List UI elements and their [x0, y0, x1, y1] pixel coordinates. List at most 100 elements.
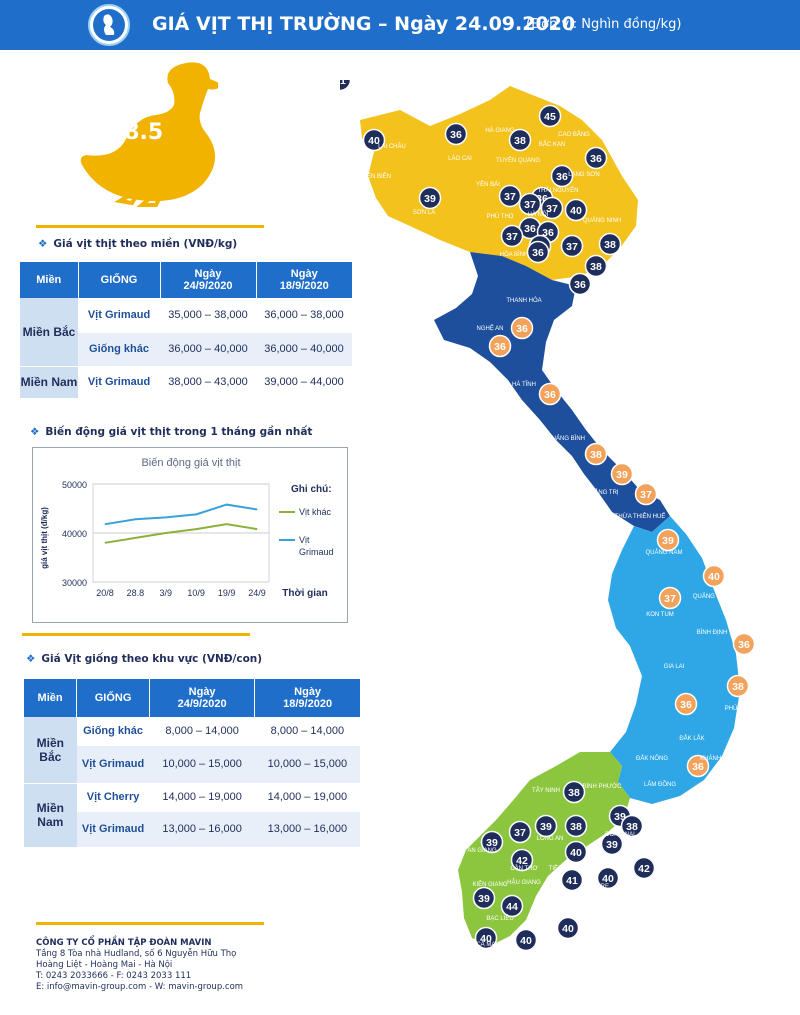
mavin-logo-icon — [88, 4, 130, 46]
divider — [36, 922, 264, 925]
price-marker — [362, 128, 386, 152]
x-tick-label: 24/9 — [248, 588, 266, 598]
price-marker-label: 40 — [368, 135, 380, 147]
data-point — [165, 516, 167, 518]
price-cell: 8,000 – 14,000 — [254, 717, 360, 746]
province-label: PHÚ THỌ — [487, 213, 514, 220]
province-label: HÀ GIANG — [485, 127, 515, 134]
price-marker-label: 38 — [732, 681, 744, 693]
price-cell: 39,000 – 44,000 — [256, 366, 352, 399]
table2-title-text: Giá Vịt giống theo khu vực (VNĐ/con) — [41, 653, 263, 665]
col-header-region: Miền — [24, 679, 78, 717]
table1-title: ❖ Giá vịt thịt theo miền (VNĐ/kg) — [38, 238, 238, 250]
price-marker — [610, 462, 634, 486]
province-label: HÀ TĨNH — [512, 381, 536, 388]
province-label: CÀ MAU — [476, 941, 499, 948]
address-line: Tầng 8 Tòa nhà Hudland, số 6 Nguyễn Hữu … — [36, 949, 237, 959]
price-marker — [540, 196, 564, 220]
price-marker — [514, 928, 538, 952]
price-marker — [620, 814, 644, 838]
province-label: KIÊN GIANG — [472, 880, 507, 888]
breed-cell: Vịt Grimaud — [76, 745, 150, 784]
price-marker-label: 36 — [692, 761, 704, 773]
price-marker — [538, 104, 562, 128]
price-marker — [656, 528, 680, 552]
x-tick-label: 19/9 — [218, 588, 236, 598]
price-marker — [488, 334, 512, 358]
region-cell: Miền Nam — [20, 366, 78, 399]
province-label: BÌNH PHƯỚC — [583, 783, 623, 790]
price-marker-label: 36 — [680, 699, 692, 711]
legend-label: Grimaud — [299, 547, 334, 557]
price-marker-label: 37 — [566, 241, 578, 253]
province-label: BÌNH THUẬN — [642, 813, 679, 820]
legend-label: Vịt — [299, 535, 310, 545]
province-label: BÌNH ĐỊNH — [697, 629, 728, 636]
price-marker — [674, 692, 698, 716]
price-cell: 38,000 – 43,000 — [160, 366, 256, 399]
price-marker — [510, 848, 534, 872]
price-marker-label: 36 — [532, 247, 544, 259]
price-marker-label: 37 — [640, 489, 652, 501]
meat-price-table: Miền GIỐNG Ngày 24/9/2020 Ngày 18/9/2020… — [20, 262, 352, 399]
breed-cell: Vịt Grimaud — [76, 811, 150, 848]
unit-label: (Đơn vị: Nghìn đồng/kg) — [526, 17, 682, 32]
price-marker-label: 42 — [638, 863, 650, 875]
company-name: CÔNG TY CỔ PHẦN TẬP ĐOÀN MAVIN — [36, 938, 212, 948]
price-marker — [584, 254, 608, 278]
price-cell: 36,000 – 40,000 — [256, 332, 352, 367]
price-trend-chart: Biến động giá vịt thịt giá vịt thịt (đ/k… — [32, 447, 348, 623]
email-line: E: info@mavin-group.com - W: mavin-group… — [36, 982, 244, 992]
province-label: LÂM ĐỒNG — [644, 781, 676, 788]
province-label: LẠNG SƠN — [568, 172, 600, 178]
price-cell: 14,000 – 19,000 — [254, 783, 360, 812]
price-marker-label: 39 — [616, 469, 628, 481]
price-marker — [534, 814, 558, 838]
price-marker-label: 39 — [614, 811, 626, 823]
price-marker — [538, 382, 562, 406]
data-point — [195, 513, 197, 515]
price-marker — [686, 754, 710, 778]
data-point — [256, 528, 258, 530]
price-marker — [600, 832, 624, 856]
price-cell: 10,000 – 15,000 — [254, 745, 360, 784]
price-marker — [550, 164, 574, 188]
price-marker-label: 36 — [542, 227, 554, 239]
duck-icon — [80, 62, 218, 207]
price-marker-label: 38 — [626, 821, 638, 833]
breed-cell: Giống khác — [78, 332, 160, 367]
region-north — [360, 86, 638, 280]
price-marker — [500, 224, 524, 248]
province-label: CẦN THƠ — [510, 865, 537, 872]
x-tick-label: 10/9 — [187, 588, 205, 598]
footer-contact: CÔNG TY CỔ PHẦN TẬP ĐOÀN MAVIN Tầng 8 Tò… — [36, 938, 243, 993]
price-marker — [500, 894, 524, 918]
col-header-breed: GIỐNG — [78, 262, 161, 298]
price-marker — [518, 192, 542, 216]
price-marker — [658, 586, 682, 610]
legend-label: Vịt khác — [299, 507, 332, 517]
price-marker-label: 40 — [520, 935, 532, 947]
province-label: BẮC KẠN — [539, 140, 565, 148]
chart-section-title-text: Biến động giá vịt thịt trong 1 tháng gần… — [45, 426, 313, 438]
province-label: LÀO CAI — [448, 155, 472, 162]
region-cell: Miền Bắc — [24, 717, 77, 784]
province-label: LAI CHÂU — [378, 143, 406, 150]
chart-svg: Biến động giá vịt thịt giá vịt thịt (đ/k… — [40, 457, 334, 599]
price-marker-label: 37 — [506, 231, 518, 243]
col-header-date2: Ngày 18/9/2020 — [256, 262, 352, 298]
price-marker — [564, 840, 588, 864]
price-marker-label: 36 — [574, 279, 586, 291]
region-south-central — [608, 516, 740, 804]
breed-cell: Vịt Grimaud — [78, 298, 160, 333]
table2-title: ❖ Giá Vịt giống theo khu vực (VNĐ/con) — [26, 653, 263, 665]
y-tick-label: 40000 — [62, 529, 87, 539]
price-marker — [472, 886, 496, 910]
price-marker-label: 41 — [340, 80, 346, 87]
y-tick-label: 50000 — [62, 480, 87, 490]
province-label: LONG AN — [537, 836, 564, 842]
province-label: TUYÊN QUANG — [496, 156, 540, 164]
region-cell: Miền Bắc — [20, 298, 78, 367]
col-header-date1: Ngày 24/9/2020 — [149, 679, 256, 717]
price-marker — [340, 80, 352, 92]
